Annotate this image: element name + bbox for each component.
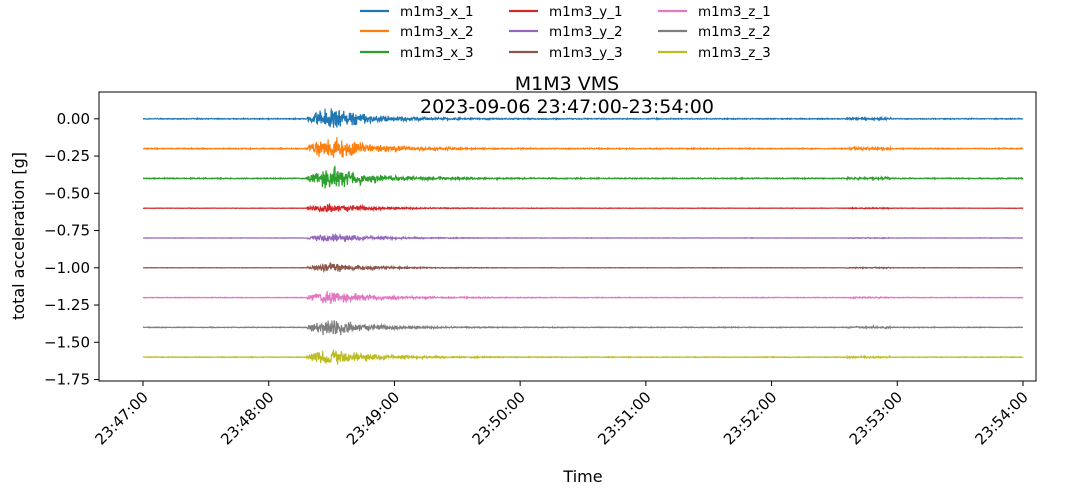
y-axis-label: total acceleration [g]: [9, 152, 28, 320]
series-line-m1m3_x_1: [142, 108, 1024, 128]
chart-title: M1M3 VMS: [515, 73, 619, 95]
legend-entry-m1m3_y_2: m1m3_y_2: [549, 24, 623, 40]
x-axis-label: Time: [562, 467, 602, 486]
series-line-m1m3_x_3: [142, 165, 1024, 189]
y-tick-label: 0.00: [57, 110, 90, 128]
legend-entry-m1m3_y_1: m1m3_y_1: [549, 4, 623, 20]
legend-entry-m1m3_x_1: m1m3_x_1: [400, 4, 474, 20]
y-tick-label: −0.50: [44, 184, 90, 202]
y-tick-label: −1.25: [44, 296, 90, 314]
legend: m1m3_x_1 m1m3_x_2 m1m3_x_3 m1m3_y_1 m1m3_y_2…: [360, 4, 771, 61]
x-tick-label: 23:50:00: [469, 388, 529, 448]
y-tick-label: −1.50: [44, 333, 90, 351]
x-tick-label: 23:47:00: [91, 388, 151, 448]
series-line-m1m3_y_2: [142, 233, 1024, 243]
y-axis: 0.00 −0.25 −0.50 −0.75 −1.00 −1.25 −1.50 −1.75: [44, 110, 99, 389]
x-axis: 23:47:00 23:48:00 23:49:00 23:50:00 23:51:00…: [91, 381, 1032, 448]
y-tick-label: −1.75: [44, 371, 90, 389]
legend-entry-m1m3_z_2: m1m3_z_2: [698, 24, 771, 40]
series-line-m1m3_z_1: [142, 291, 1024, 305]
series-line-m1m3_x_2: [142, 137, 1024, 158]
series-line-m1m3_z_2: [142, 320, 1024, 336]
x-tick-label: 23:48:00: [217, 388, 277, 448]
series-line-m1m3_y_3: [142, 262, 1024, 273]
x-tick-label: 23:49:00: [343, 388, 403, 448]
x-tick-label: 23:52:00: [720, 388, 780, 448]
legend-entry-m1m3_z_1: m1m3_z_1: [698, 4, 771, 20]
y-tick-label: −0.25: [44, 147, 90, 165]
legend-entry-m1m3_z_3: m1m3_z_3: [698, 45, 771, 61]
plot-frame: [98, 91, 1037, 382]
series-line-m1m3_z_3: [142, 349, 1024, 365]
chart-subtitle: 2023-09-06 23:47:00-23:54:00: [420, 96, 714, 118]
series-layer: [142, 108, 1024, 365]
x-tick-label: 23:51:00: [594, 388, 654, 448]
series-line-m1m3_y_1: [142, 203, 1024, 213]
x-tick-label: 23:53:00: [846, 388, 906, 448]
x-tick-label: 23:54:00: [971, 388, 1031, 448]
legend-entry-m1m3_y_3: m1m3_y_3: [549, 45, 623, 61]
legend-entry-m1m3_x_3: m1m3_x_3: [400, 45, 474, 61]
y-tick-label: −0.75: [44, 222, 90, 240]
y-tick-label: −1.00: [44, 259, 90, 277]
legend-entry-m1m3_x_2: m1m3_x_2: [400, 24, 474, 40]
